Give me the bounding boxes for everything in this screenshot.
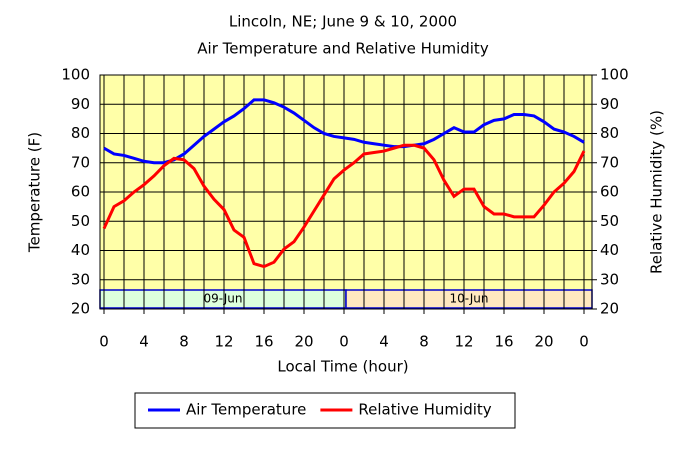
chart-title: Lincoln, NE; June 9 & 10, 2000 xyxy=(229,13,457,31)
x-tick-label: 16 xyxy=(494,333,513,351)
chart-subtitle: Air Temperature and Relative Humidity xyxy=(197,40,489,58)
y-tick-label: 20 xyxy=(71,300,90,318)
legend-label: Relative Humidity xyxy=(358,401,491,419)
y-tick-label: 100 xyxy=(61,66,90,84)
y2-tick-label: 40 xyxy=(600,241,619,259)
y2-tick-label: 70 xyxy=(600,153,619,171)
x-tick-label: 0 xyxy=(579,333,589,351)
day-label: 10-Jun xyxy=(449,292,488,306)
y-tick-label: 50 xyxy=(71,212,90,230)
x-tick-label: 4 xyxy=(379,333,389,351)
y2-axis-label: Relative Humidity (%) xyxy=(648,110,666,274)
y-tick-label: 90 xyxy=(71,95,90,113)
y-tick-label: 80 xyxy=(71,124,90,142)
x-tick-label: 0 xyxy=(339,333,349,351)
plot-border xyxy=(99,74,593,310)
y2-tick-label: 20 xyxy=(600,300,619,318)
x-tick-label: 12 xyxy=(454,333,473,351)
y-axis-label: Temperature (F) xyxy=(26,132,44,253)
x-tick-label: 16 xyxy=(254,333,273,351)
y2-tick-label: 60 xyxy=(600,183,619,201)
x-tick-label: 8 xyxy=(179,333,189,351)
x-tick-label: 8 xyxy=(419,333,429,351)
y-tick-label: 40 xyxy=(71,241,90,259)
x-tick-label: 0 xyxy=(99,333,109,351)
legend-label: Air Temperature xyxy=(186,401,306,419)
y2-tick-label: 80 xyxy=(600,124,619,142)
x-tick-label: 20 xyxy=(294,333,313,351)
day-label: 09-Jun xyxy=(203,292,242,306)
x-tick-label: 20 xyxy=(534,333,553,351)
y-tick-label: 70 xyxy=(71,153,90,171)
y2-tick-label: 100 xyxy=(600,66,629,84)
x-axis-label: Local Time (hour) xyxy=(277,358,408,376)
x-tick-label: 12 xyxy=(214,333,233,351)
series-line xyxy=(103,98,585,165)
y-tick-label: 60 xyxy=(71,183,90,201)
y2-tick-label: 90 xyxy=(600,95,619,113)
y2-tick-label: 30 xyxy=(600,270,619,288)
y2-tick-label: 50 xyxy=(600,212,619,230)
y-tick-label: 30 xyxy=(71,270,90,288)
x-tick-label: 4 xyxy=(139,333,149,351)
series-line xyxy=(102,143,586,269)
